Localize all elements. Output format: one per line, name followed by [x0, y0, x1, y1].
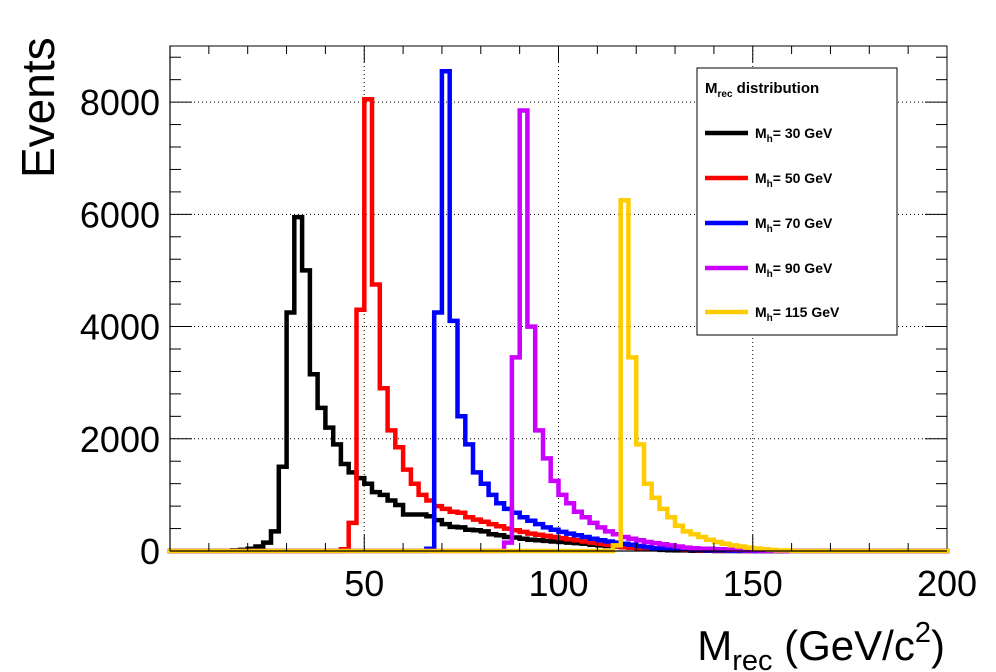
legend-title-rest: distribution [733, 80, 820, 97]
series-line-5 [167, 198, 950, 554]
legend-box [696, 67, 898, 336]
legend-label-2: Mh= 50 GeV [755, 170, 833, 190]
legend-title-sub: rec [718, 89, 733, 100]
x-tick-label: 200 [917, 563, 977, 604]
x-tick-label: 50 [344, 563, 384, 604]
y-tick-label: 0 [140, 531, 160, 572]
axes [169, 46, 947, 552]
x-axis-title: Mrec (GeV/c2) [697, 617, 945, 672]
x-title-end: ) [931, 622, 945, 669]
y-tick-label: 2000 [80, 419, 160, 460]
legend-label-1: Mh= 30 GeV [755, 125, 833, 145]
legend-title: Mrec distribution [705, 80, 819, 100]
x-title-sub: rec [732, 645, 772, 672]
legend-title-main: M [705, 80, 718, 97]
x-title-rest: (GeV/c [772, 622, 914, 669]
legend-label-3: Mh= 70 GeV [755, 215, 833, 235]
x-tick-label: 100 [528, 563, 588, 604]
y-axis-title: Events [12, 37, 64, 178]
x-title-main: M [697, 622, 732, 669]
y-tick-label: 6000 [80, 194, 160, 235]
legend-label-5: Mh= 115 GeV [755, 304, 840, 324]
series-line-3 [167, 69, 950, 554]
y-tick-label: 4000 [80, 307, 160, 348]
y-tick-label: 8000 [80, 82, 160, 123]
legend-label-4: Mh= 90 GeV [755, 260, 833, 280]
legend-entries: Mh= 30 GeV Mh= 50 GeV Mh= 70 GeV Mh= 90 GeV… [705, 125, 840, 324]
x-title-sup: 2 [915, 617, 931, 649]
x-tick-label: 150 [723, 563, 783, 604]
series-layer [167, 69, 950, 554]
